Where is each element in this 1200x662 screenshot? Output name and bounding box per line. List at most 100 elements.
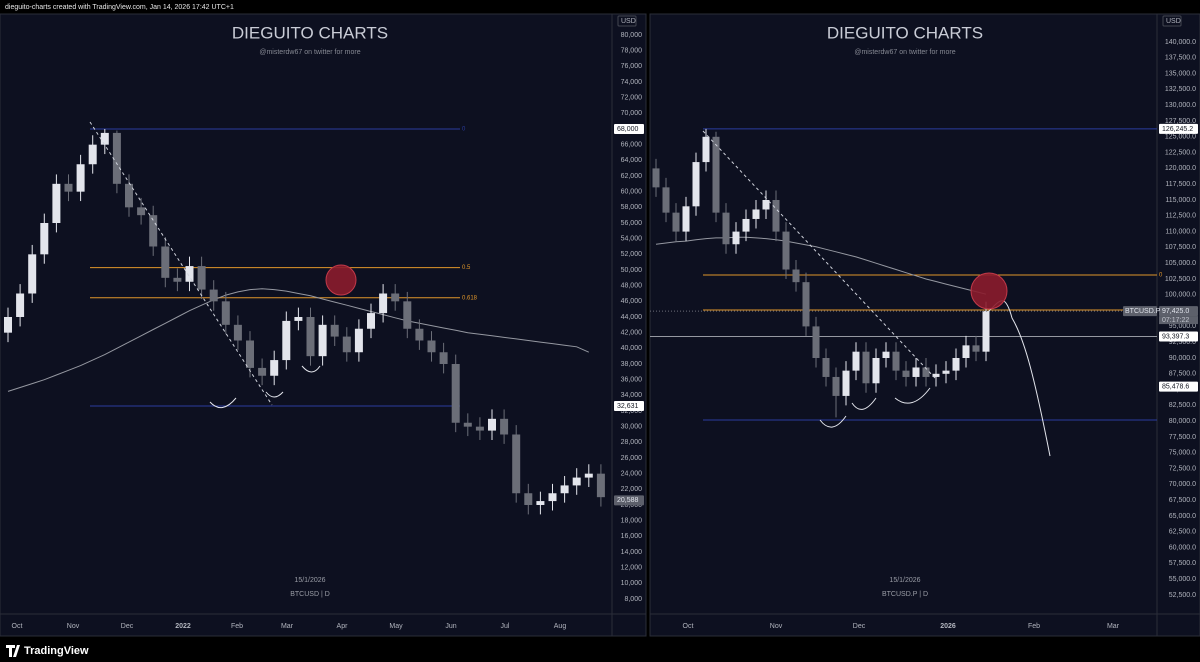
y-tick-label: 32,000 (621, 408, 643, 415)
y-tick-label: 74,000 (621, 79, 643, 86)
candle-body (822, 357, 830, 377)
y-tick-label: 8,000 (624, 596, 642, 603)
axis-unit: USD (1166, 18, 1181, 25)
right-chart: DIEGUITO CHARTS @misterdw67 on twitter fo… (650, 15, 1198, 630)
y-tick-label: 26,000 (621, 455, 643, 462)
y-tick-label: 24,000 (621, 471, 643, 478)
y-tick-label: 66,000 (621, 142, 643, 149)
candle-body (672, 212, 680, 232)
x-tick-label: May (389, 623, 403, 630)
candle-body (524, 493, 533, 505)
x-tick-label: Dec (853, 623, 866, 630)
x-tick-label: Jun (445, 623, 456, 630)
y-tick-label: 75,000.0 (1169, 450, 1196, 457)
candle-body (692, 162, 700, 207)
y-tick-label: 135,000.0 (1165, 70, 1196, 77)
candle-body (722, 212, 730, 245)
right-panel (649, 13, 1200, 637)
header-text: dieguito-charts created with TradingView… (5, 4, 234, 11)
y-tick-label: 34,000 (621, 392, 643, 399)
axis-unit: USD (621, 18, 636, 25)
y-tick-label: 60,000.0 (1169, 544, 1196, 551)
candle-body (942, 370, 950, 374)
y-tick-label: 130,000.0 (1165, 102, 1196, 109)
axis-unit-box (617, 15, 637, 27)
hand-curve (301, 365, 321, 373)
candle-body (463, 422, 472, 427)
candle-body (197, 266, 206, 290)
price-label: 93,397.3 (1162, 333, 1189, 340)
candle-body (862, 351, 870, 384)
price-label-box (1159, 123, 1198, 134)
candle-body (488, 418, 496, 431)
candle-body (246, 340, 254, 368)
y-tick-label: 72,500.0 (1169, 465, 1196, 472)
candle-body (185, 266, 194, 282)
watermark-symbol: BTCUSD.P | D (882, 591, 928, 598)
y-tick-label: 70,000 (621, 110, 643, 117)
y-tick-label: 117,500.0 (1165, 181, 1196, 188)
y-tick-label: 120,000.0 (1165, 165, 1196, 172)
trendline (702, 130, 936, 379)
candle-body (342, 336, 351, 353)
watermark-date: 15/1/2026 (889, 577, 920, 584)
y-tick-label: 52,500.0 (1169, 592, 1196, 599)
y-tick-label: 54,000 (621, 236, 643, 243)
axis-unit-box (1162, 15, 1182, 27)
y-tick-label: 57,500.0 (1169, 560, 1196, 567)
candle-body (76, 164, 85, 192)
candle-body (752, 209, 760, 219)
y-tick-label: 50,000 (621, 267, 643, 274)
candle-body (982, 311, 990, 352)
level-label: 0.5 (462, 265, 471, 271)
price-label-box (614, 401, 644, 412)
candle-body (270, 360, 279, 376)
hand-curve (851, 397, 877, 410)
candle-body (912, 367, 920, 377)
y-tick-label: 77,500.0 (1169, 434, 1196, 441)
y-tick-label: 55,000.0 (1169, 576, 1196, 583)
candle-body (100, 132, 109, 145)
candle-body (16, 293, 25, 317)
y-tick-label: 67,500.0 (1169, 497, 1196, 504)
watermark-date: 15/1/2026 (294, 577, 325, 584)
candle-body (161, 246, 170, 278)
candle-body (512, 434, 521, 494)
x-tick-label: Feb (1028, 623, 1040, 630)
x-tick-label: 2026 (940, 623, 956, 630)
y-tick-label: 46,000 (621, 298, 643, 305)
candle-body (972, 345, 980, 352)
y-tick-label: 56,000 (621, 220, 643, 227)
y-tick-label: 62,000 (621, 173, 643, 180)
highlight-circle (325, 264, 357, 296)
y-tick-label: 140,000.0 (1165, 39, 1196, 46)
level-label: 0 (462, 127, 466, 133)
candle-body (832, 376, 840, 396)
candle-body (762, 200, 770, 210)
price-label-box (1159, 381, 1198, 392)
candle-body (596, 473, 605, 498)
y-tick-label: 58,000 (621, 204, 643, 211)
candle-body (427, 340, 436, 353)
y-tick-label: 42,000 (621, 330, 643, 337)
price-label: 85,478.6 (1162, 383, 1189, 390)
candle-body (439, 352, 448, 364)
x-tick-label: Jul (501, 623, 510, 630)
y-tick-label: 92,500.0 (1169, 339, 1196, 346)
y-tick-label: 14,000 (621, 549, 643, 556)
candle-body (40, 222, 49, 255)
candle-body (560, 485, 569, 494)
y-tick-label: 90,000.0 (1169, 355, 1196, 362)
price-label: 20,588 (617, 497, 639, 504)
y-tick-label: 40,000 (621, 345, 643, 352)
watermark-subtitle: @misterdw67 on twitter for more (259, 49, 360, 56)
moving-average (7, 288, 590, 392)
price-label-box (1159, 306, 1198, 317)
level-label: 0.618 (462, 295, 478, 301)
candle-body (354, 328, 363, 353)
y-tick-label: 100,000.0 (1165, 292, 1196, 299)
price-label-box (614, 123, 644, 134)
price-label-box (1159, 331, 1198, 342)
candle-body (52, 183, 61, 223)
candle-body (922, 367, 930, 377)
